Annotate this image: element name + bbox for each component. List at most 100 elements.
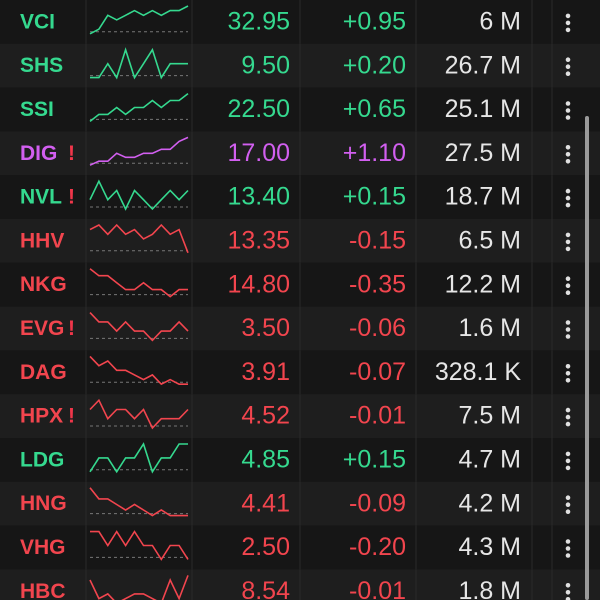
menu-dot bbox=[565, 145, 571, 150]
volume: 328.1 K bbox=[435, 358, 522, 386]
stock-row[interactable]: HPX! 4.52 -0.01 7.5 M bbox=[0, 394, 600, 438]
ticker: DAG bbox=[20, 361, 67, 384]
menu-dot bbox=[565, 327, 571, 332]
price: 4.52 bbox=[241, 402, 290, 430]
more-menu[interactable] bbox=[565, 495, 571, 514]
more-menu[interactable] bbox=[565, 101, 571, 120]
volume: 18.7 M bbox=[445, 183, 521, 211]
alert-icon: ! bbox=[68, 317, 75, 340]
menu-dot bbox=[565, 465, 571, 471]
volume: 26.7 M bbox=[445, 51, 521, 79]
menu-dot bbox=[565, 64, 571, 69]
stock-row[interactable]: NKG 14.80 -0.35 12.2 M bbox=[0, 262, 600, 307]
sparkline bbox=[89, 355, 188, 386]
price: 2.50 bbox=[241, 533, 290, 561]
volume: 1.8 M bbox=[458, 577, 521, 600]
more-menu[interactable] bbox=[565, 145, 571, 164]
alert-icon: ! bbox=[68, 405, 75, 428]
change: +1.10 bbox=[343, 139, 406, 167]
change: -0.20 bbox=[349, 533, 406, 561]
stock-row[interactable]: VCI 32.95 +0.95 6 M bbox=[0, 0, 600, 44]
ticker: NKG bbox=[20, 273, 67, 296]
menu-dot bbox=[565, 378, 571, 383]
ticker: HBC bbox=[20, 580, 66, 600]
volume: 25.1 M bbox=[445, 95, 521, 123]
sparkline bbox=[89, 398, 189, 430]
sparkline bbox=[89, 268, 188, 298]
price: 13.35 bbox=[227, 227, 290, 255]
ticker: NVL bbox=[20, 186, 62, 209]
ticker: VHG bbox=[20, 536, 66, 559]
more-menu[interactable] bbox=[565, 232, 571, 252]
sparkline bbox=[90, 47, 188, 80]
ticker: HNG bbox=[20, 492, 67, 515]
more-menu[interactable] bbox=[565, 57, 571, 76]
change: -0.09 bbox=[349, 489, 406, 517]
more-menu[interactable] bbox=[565, 13, 571, 33]
menu-dot bbox=[565, 101, 571, 106]
price: 13.40 bbox=[227, 183, 290, 211]
menu-dot bbox=[565, 502, 571, 508]
stock-row[interactable]: DIG! 17.00 +1.10 27.5 M bbox=[0, 131, 600, 176]
stock-row[interactable]: LDG 4.85 +0.15 4.7 M bbox=[0, 438, 600, 482]
menu-dot bbox=[565, 290, 571, 296]
stock-row[interactable]: HNG 4.41 -0.09 4.2 M bbox=[0, 481, 600, 526]
menu-dot bbox=[565, 597, 571, 600]
menu-dot bbox=[565, 421, 571, 427]
more-menu[interactable] bbox=[565, 320, 571, 339]
menu-dot bbox=[565, 115, 571, 120]
sparkline bbox=[89, 92, 189, 123]
stock-row[interactable]: NVL! 13.40 +0.15 18.7 M bbox=[0, 175, 600, 219]
change: -0.01 bbox=[349, 402, 406, 430]
sparkline bbox=[89, 442, 188, 474]
menu-dot bbox=[565, 414, 571, 420]
more-menu[interactable] bbox=[565, 364, 571, 383]
stock-row[interactable]: VHG 2.50 -0.20 4.3 M bbox=[0, 525, 600, 570]
menu-dot bbox=[565, 583, 571, 588]
sparkline bbox=[89, 575, 189, 600]
ticker: LDG bbox=[20, 448, 64, 471]
price: 22.50 bbox=[227, 95, 290, 123]
stock-row[interactable]: SHS 9.50 +0.20 26.7 M bbox=[0, 43, 600, 88]
menu-dot bbox=[565, 553, 571, 558]
stock-row[interactable]: HBC 8.54 -0.01 1.8 M bbox=[0, 569, 600, 600]
menu-dot bbox=[565, 334, 571, 339]
more-menu[interactable] bbox=[565, 276, 571, 296]
change: -0.07 bbox=[349, 358, 406, 386]
more-menu[interactable] bbox=[565, 539, 571, 558]
more-menu[interactable] bbox=[565, 407, 571, 427]
menu-dot bbox=[565, 232, 571, 238]
menu-dot bbox=[565, 71, 571, 76]
menu-dot bbox=[565, 246, 571, 252]
scrollbar bbox=[585, 116, 589, 600]
stock-row[interactable]: DAG 3.91 -0.07 328.1 K bbox=[0, 350, 600, 395]
menu-dot bbox=[565, 407, 571, 413]
volume: 27.5 M bbox=[445, 139, 521, 167]
ticker: HHV bbox=[20, 229, 64, 252]
price: 3.91 bbox=[241, 358, 290, 386]
more-menu[interactable] bbox=[565, 583, 571, 600]
price: 17.00 bbox=[227, 139, 290, 167]
change: -0.01 bbox=[349, 577, 406, 600]
sparkline bbox=[89, 5, 189, 35]
more-menu[interactable] bbox=[565, 451, 571, 471]
stock-row[interactable]: SSI 22.50 +0.65 25.1 M bbox=[0, 87, 600, 132]
price: 3.50 bbox=[241, 314, 290, 342]
ticker: SHS bbox=[20, 54, 63, 77]
menu-dot bbox=[565, 451, 571, 457]
sparkline bbox=[89, 223, 189, 254]
volume: 4.2 M bbox=[458, 489, 521, 517]
price: 4.85 bbox=[241, 446, 290, 474]
menu-dot bbox=[565, 283, 571, 289]
change: -0.06 bbox=[349, 314, 406, 342]
volume: 1.6 M bbox=[458, 314, 521, 342]
menu-dot bbox=[565, 202, 571, 208]
stock-row[interactable]: HHV 13.35 -0.15 6.5 M bbox=[0, 219, 600, 263]
volume: 6 M bbox=[479, 8, 521, 36]
menu-dot bbox=[565, 539, 571, 544]
menu-dot bbox=[565, 320, 571, 325]
sparkline bbox=[89, 487, 188, 517]
stock-row[interactable]: EVG! 3.50 -0.06 1.6 M bbox=[0, 306, 600, 351]
more-menu[interactable] bbox=[565, 188, 571, 208]
ticker: HPX bbox=[20, 405, 63, 428]
